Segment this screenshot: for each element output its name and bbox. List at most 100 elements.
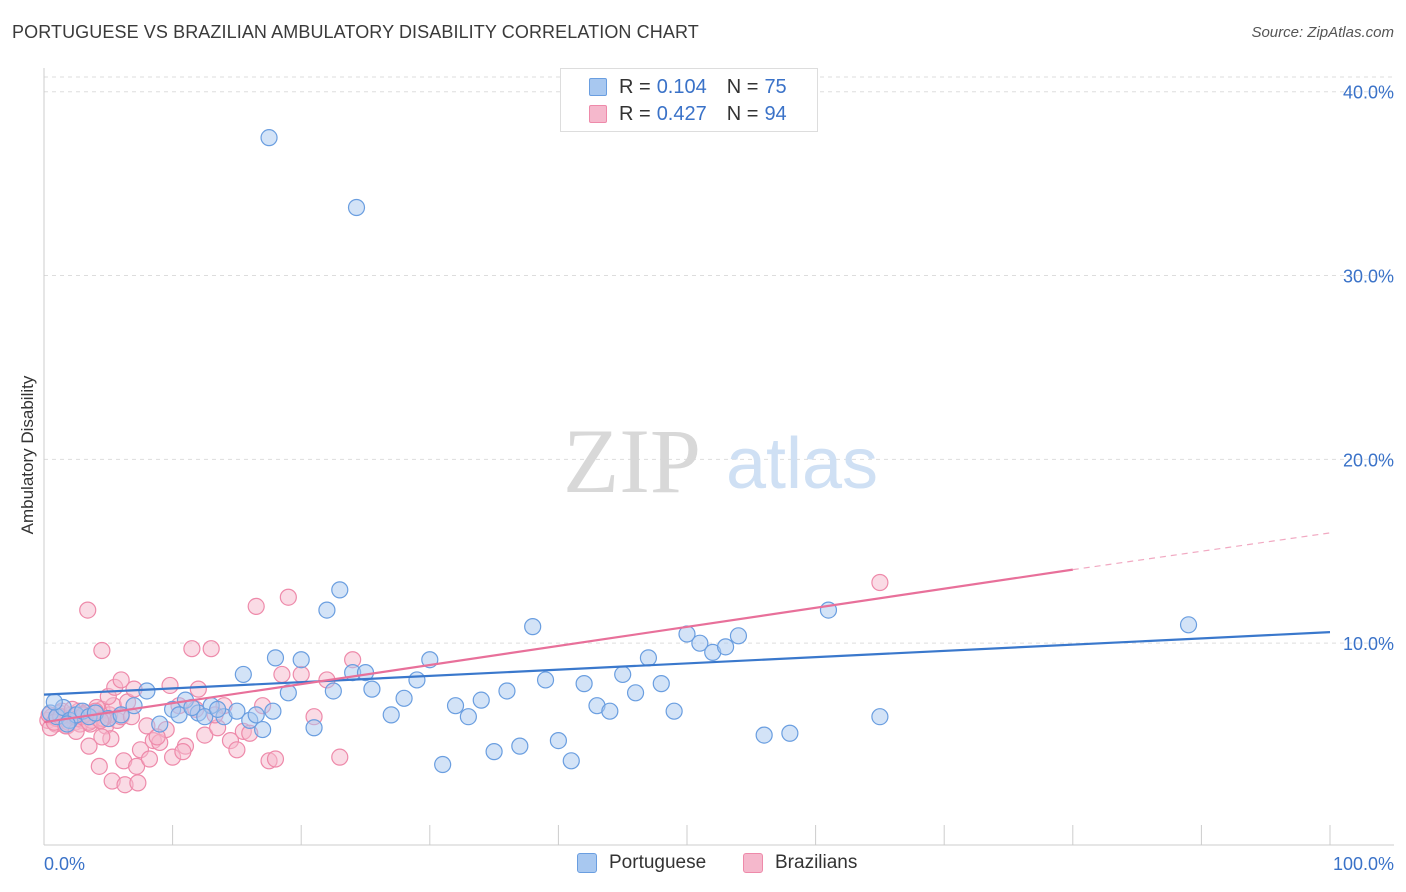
- legend-swatch-brazilians: [743, 853, 763, 873]
- portuguese-point: [292, 651, 310, 669]
- portuguese-point: [408, 671, 426, 689]
- portuguese-point: [524, 618, 542, 636]
- brazilians-point: [273, 665, 291, 684]
- legend-r-value: 0.427: [656, 102, 707, 125]
- portuguese-point: [228, 702, 246, 720]
- portuguese-point: [485, 743, 503, 761]
- portuguese-point: [395, 689, 413, 707]
- correlation-legend: R = 0.104 N = 75 R = 0.427 N = 94: [560, 68, 818, 132]
- portuguese-point: [279, 684, 297, 702]
- portuguese-point: [324, 682, 342, 700]
- portuguese-point: [498, 682, 516, 700]
- portuguese-point: [729, 627, 748, 645]
- portuguese-point: [549, 732, 568, 750]
- portuguese-point: [363, 680, 381, 698]
- portuguese-point: [755, 726, 773, 744]
- legend-item-brazilians[interactable]: Brazilians: [743, 852, 857, 874]
- portuguese-point: [234, 665, 252, 684]
- portuguese-point: [260, 129, 278, 147]
- portuguese-point: [196, 708, 214, 726]
- brazilians-trend-line: [43, 568, 1073, 724]
- x-tick-label-100: 100.0%: [1333, 854, 1394, 874]
- legend-swatch-portuguese: [589, 78, 607, 96]
- portuguese-point: [209, 700, 227, 718]
- watermark-atlas: atlas: [726, 424, 878, 504]
- y-tick-label-30: 30.0%: [1343, 267, 1394, 287]
- portuguese-point: [266, 649, 285, 667]
- portuguese-point: [639, 649, 658, 667]
- brazilians-point: [228, 741, 246, 759]
- brazilians-point: [247, 597, 265, 616]
- chart-title: PORTUGUESE VS BRAZILIAN AMBULATORY DISAB…: [12, 22, 699, 42]
- legend-label-brazilians: Brazilians: [775, 852, 858, 873]
- portuguese-point: [626, 684, 645, 702]
- brazilians-points: [39, 573, 889, 794]
- brazilians-point: [127, 757, 146, 775]
- portuguese-point: [562, 752, 580, 770]
- brazilians-point: [266, 750, 285, 768]
- y-tick-label-20: 20.0%: [1343, 450, 1394, 470]
- brazilians-point: [161, 676, 179, 695]
- legend-r-label: R =: [619, 102, 651, 125]
- legend-n-label: N =: [726, 102, 759, 125]
- portuguese-point: [665, 702, 683, 720]
- portuguese-point: [434, 755, 452, 774]
- portuguese-point: [691, 634, 709, 652]
- brazilians-point: [871, 573, 889, 592]
- trend-lines: [43, 532, 1331, 724]
- series-legend: Portuguese Brazilians: [0, 852, 1406, 876]
- brazilians-point: [112, 671, 130, 689]
- grid-lines: [44, 76, 1394, 644]
- portuguese-point: [716, 638, 735, 656]
- portuguese-point: [347, 198, 366, 217]
- brazilians-point: [292, 665, 310, 684]
- watermark-zip: ZIP: [563, 410, 701, 512]
- portuguese-point: [1179, 616, 1198, 634]
- portuguese-point: [125, 697, 143, 715]
- portuguese-point: [318, 601, 336, 619]
- legend-item-portuguese[interactable]: Portuguese: [577, 852, 706, 874]
- legend-n-value: 94: [764, 102, 787, 125]
- brazilians-trend-extension: [1072, 532, 1331, 571]
- legend-swatch-portuguese: [577, 853, 597, 873]
- portuguese-point: [264, 702, 282, 720]
- portuguese-point: [45, 693, 63, 711]
- y-tick-label-40: 40.0%: [1343, 83, 1394, 103]
- brazilians-point: [80, 737, 98, 755]
- portuguese-trend-line: [43, 631, 1331, 696]
- brazilians-point: [202, 640, 220, 658]
- brazilians-point: [174, 743, 192, 761]
- brazilians-point: [129, 774, 147, 792]
- portuguese-point: [382, 706, 400, 724]
- legend-r-value: 0.104: [656, 75, 707, 98]
- portuguese-point: [331, 581, 349, 599]
- legend-n-value: 75: [764, 75, 787, 98]
- brazilians-point: [93, 728, 111, 746]
- portuguese-point: [871, 708, 889, 726]
- legend-row-brazilians: R = 0.427 N = 94: [589, 102, 787, 126]
- portuguese-point: [151, 715, 169, 733]
- legend-n-label: N =: [726, 75, 759, 98]
- portuguese-point: [459, 708, 477, 726]
- portuguese-point: [446, 697, 465, 715]
- brazilians-point: [183, 640, 201, 658]
- portuguese-point: [472, 691, 490, 709]
- y-tick-label-10: 10.0%: [1343, 634, 1394, 654]
- brazilians-point: [331, 748, 349, 766]
- legend-swatch-brazilians: [589, 105, 607, 123]
- legend-row-portuguese: R = 0.104 N = 75: [589, 75, 787, 99]
- portuguese-point: [305, 719, 323, 737]
- brazilians-point: [196, 726, 214, 744]
- brazilians-point: [93, 641, 111, 660]
- x-tick-label-0: 0.0%: [44, 854, 85, 874]
- brazilians-point: [140, 750, 159, 768]
- legend-r-label: R =: [619, 75, 651, 98]
- y-tick-labels: 10.0% 20.0% 30.0% 40.0%: [1343, 83, 1394, 654]
- portuguese-point: [511, 737, 529, 755]
- brazilians-point: [189, 680, 207, 698]
- portuguese-point: [652, 675, 670, 693]
- portuguese-point: [781, 724, 799, 742]
- portuguese-point: [601, 702, 619, 720]
- portuguese-point: [575, 675, 593, 693]
